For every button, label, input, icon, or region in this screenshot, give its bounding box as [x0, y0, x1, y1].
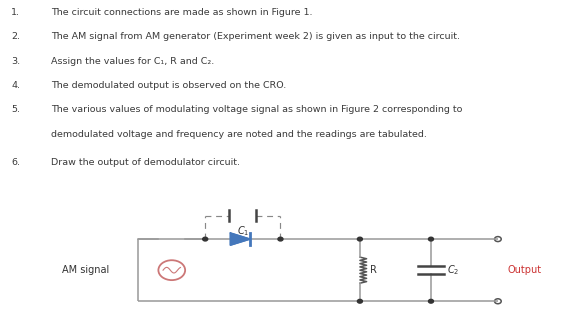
Text: 1.: 1.	[11, 8, 20, 17]
Circle shape	[358, 300, 362, 303]
Text: 5.: 5.	[11, 105, 20, 114]
Text: 3.: 3.	[11, 57, 20, 66]
Text: $C_2$: $C_2$	[447, 263, 459, 277]
Text: Draw the output of demodulator circuit.: Draw the output of demodulator circuit.	[51, 157, 240, 167]
Text: demodulated voltage and frequency are noted and the readings are tabulated.: demodulated voltage and frequency are no…	[51, 130, 427, 139]
Text: $C_1$: $C_1$	[237, 224, 249, 238]
Text: The demodulated output is observed on the CRO.: The demodulated output is observed on th…	[51, 81, 286, 90]
Text: 6.: 6.	[11, 157, 20, 167]
Text: The circuit connections are made as shown in Figure 1.: The circuit connections are made as show…	[51, 8, 312, 17]
Text: AM signal: AM signal	[62, 265, 109, 275]
Text: Assign the values for C₁, R and C₂.: Assign the values for C₁, R and C₂.	[51, 57, 214, 66]
Circle shape	[278, 237, 283, 241]
Text: 4.: 4.	[11, 81, 20, 90]
Circle shape	[428, 237, 433, 241]
Text: 2.: 2.	[11, 32, 20, 41]
Circle shape	[203, 237, 208, 241]
Polygon shape	[231, 233, 250, 245]
Circle shape	[358, 237, 362, 241]
Circle shape	[428, 300, 433, 303]
Text: The various values of modulating voltage signal as shown in Figure 2 correspondi: The various values of modulating voltage…	[51, 105, 462, 114]
Text: Output: Output	[507, 265, 541, 275]
Text: The AM signal from AM generator (Experiment week 2) is given as input to the cir: The AM signal from AM generator (Experim…	[51, 32, 460, 41]
Text: R: R	[371, 265, 377, 275]
